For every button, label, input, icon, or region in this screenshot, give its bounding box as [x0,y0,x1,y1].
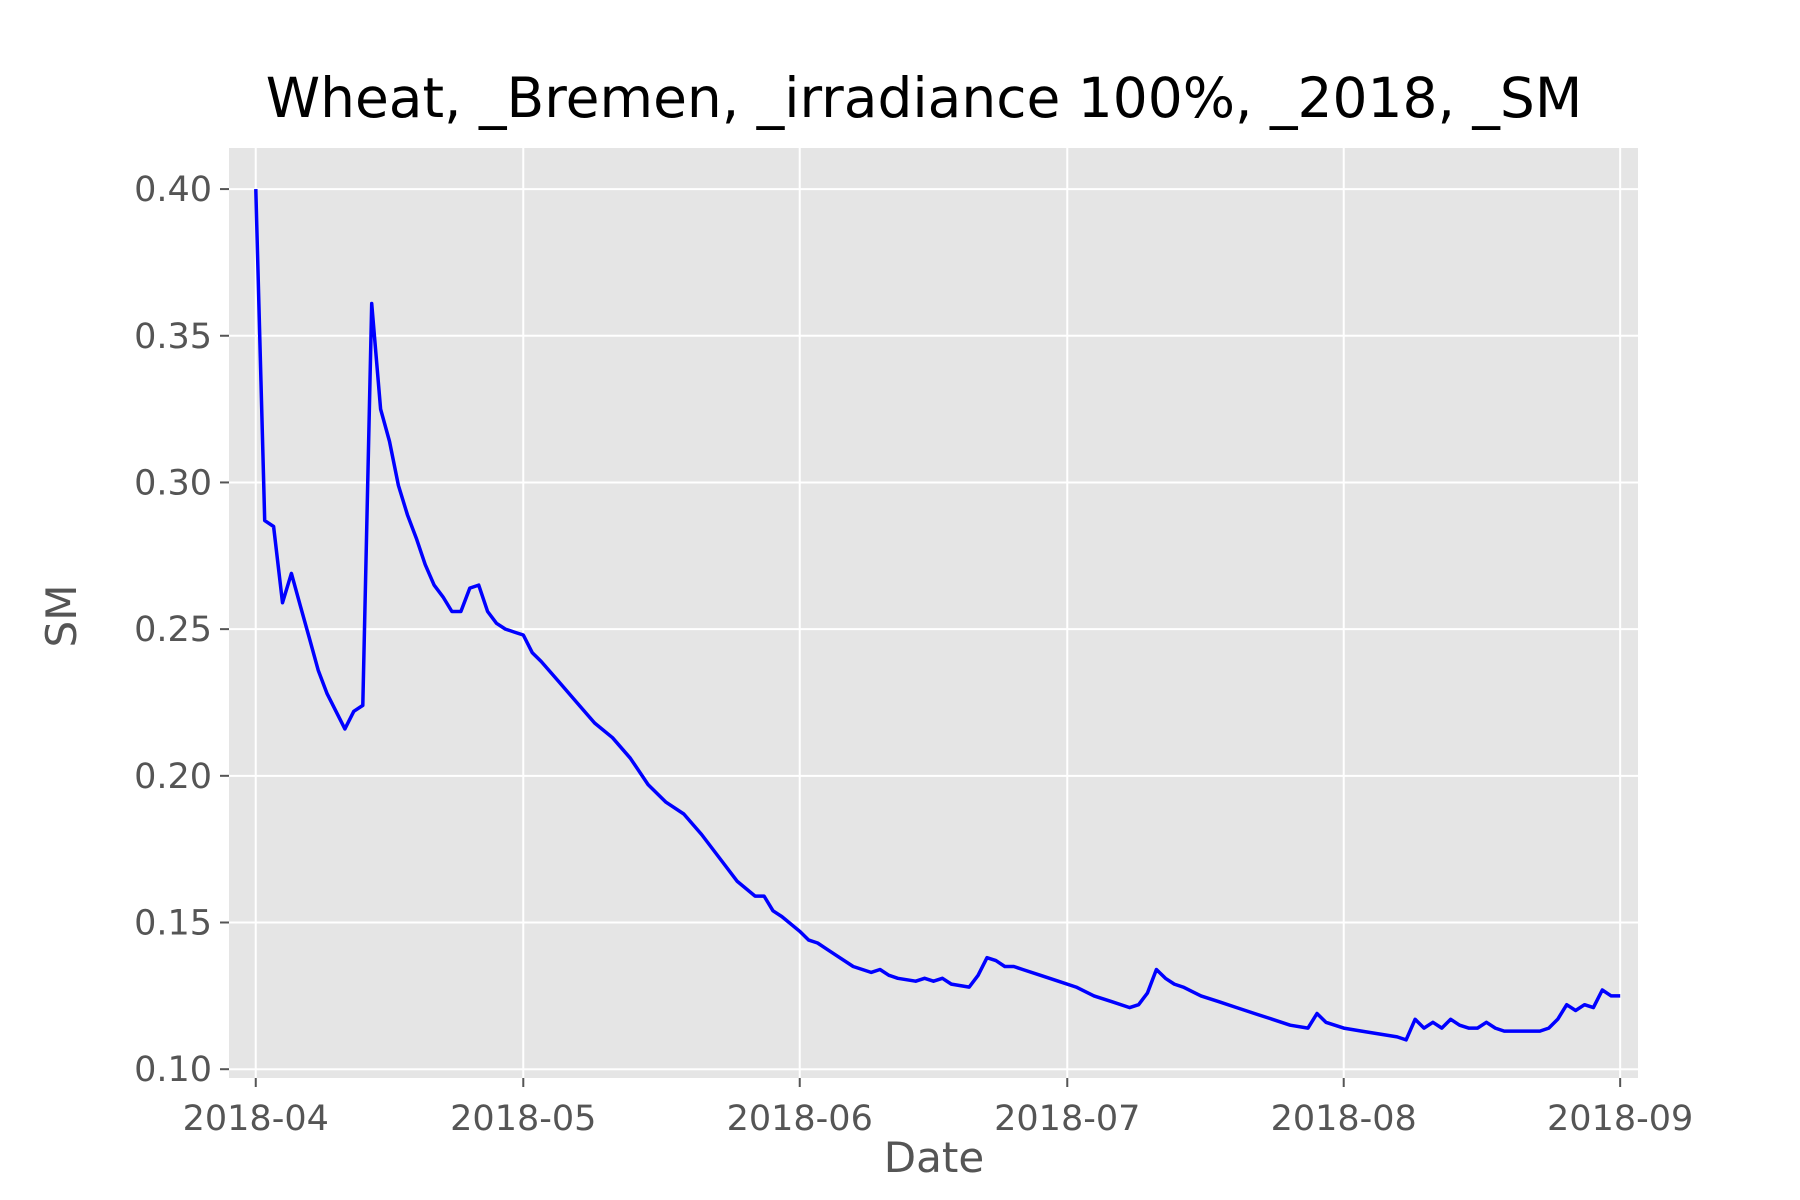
y-tick-label: 0.35 [134,317,212,357]
x-tick-label: 2018-06 [727,1099,873,1139]
x-tick-label: 2018-08 [1271,1099,1417,1139]
x-tick-label: 2018-09 [1547,1099,1693,1139]
sm-series-line [254,189,1621,1042]
x-tick-label: 2018-05 [450,1099,596,1139]
y-tick-label: 0.25 [134,610,212,650]
y-tick-label: 0.20 [134,757,212,797]
x-axis: 2018-04 2018-05 2018-06 2018-07 2018-08 2018-… [183,1078,1693,1139]
chart-title: Wheat, _Bremen, _irradiance 100%, _2018,… [266,66,1583,130]
series-layer [254,189,1621,1042]
x-tick-label: 2018-04 [183,1099,329,1139]
x-axis-label: Date [884,1133,984,1182]
y-tick-label: 0.10 [134,1050,212,1090]
y-axis-label: SM [37,585,86,648]
y-tick-label: 0.30 [134,463,212,503]
y-axis: 0.10 0.15 0.20 0.25 0.30 0.35 0.40 [134,170,229,1090]
grid-lines [229,148,1638,1078]
plot-area [229,148,1638,1078]
y-tick-label: 0.40 [134,170,212,210]
y-tick-label: 0.15 [134,904,212,944]
x-tick-label: 2018-07 [994,1099,1140,1139]
